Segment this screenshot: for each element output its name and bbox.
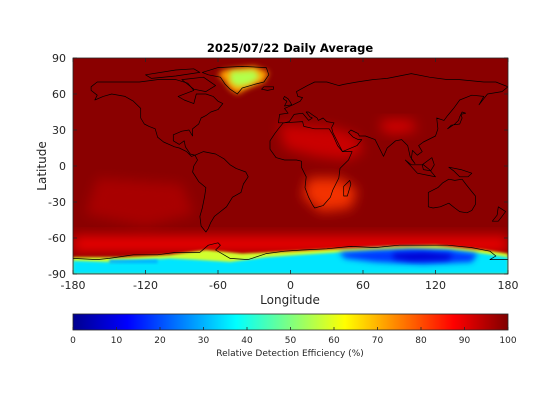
colorbar-tick-label: 70: [372, 336, 384, 346]
x-tick-label: 60: [356, 279, 370, 292]
y-tick-label: 60: [52, 88, 66, 101]
coastline-new-guinea: [448, 166, 473, 178]
x-axis-title: Longitude: [260, 293, 320, 307]
coastline-arctic-islands: [145, 68, 201, 79]
region-greenland: [230, 70, 261, 87]
coastline-borneo: [421, 157, 435, 172]
coastline-uk: [282, 96, 293, 107]
chart-title: 2025/07/22 Daily Average: [207, 41, 374, 55]
coastline-africa: [269, 121, 353, 209]
x-tick-label: -60: [209, 279, 227, 292]
colorbar-tick-label: 40: [241, 336, 253, 346]
colorbar-tick-label: 50: [285, 336, 297, 346]
coastline-antarctica: [73, 242, 508, 260]
x-tick-label: 180: [498, 279, 519, 292]
x-tick-label: 120: [425, 279, 446, 292]
coastlines: [73, 66, 508, 260]
region-east-antarctica-core: [393, 252, 454, 261]
colorbar-tick-label: 60: [328, 336, 340, 346]
y-tick-label: -60: [48, 232, 66, 245]
coastline-iceland: [261, 86, 274, 91]
x-axis: -180 -120 -60 0 60 120 180: [61, 58, 519, 292]
coastline-baffin: [181, 76, 216, 92]
coastline-madagascar: [343, 180, 352, 197]
colorbar-tick-label: 30: [198, 336, 210, 346]
x-tick-label: -180: [61, 279, 86, 292]
y-tick-label: 30: [52, 124, 66, 137]
colorbar-tick-label: 0: [70, 336, 76, 346]
colorbar-tick-label: 90: [459, 336, 471, 346]
x-tick-label: 0: [287, 279, 294, 292]
colorbar-ticks: 0 10 20 30 40 50 60 70 80 90 100: [70, 327, 517, 346]
y-tick-label: 90: [52, 52, 66, 65]
y-axis-title: Latitude: [35, 141, 49, 190]
coastline-australia: [427, 178, 476, 214]
y-tick-label: -30: [48, 196, 66, 209]
coastline-greenland: [201, 66, 270, 95]
coastline-japan: [447, 111, 467, 130]
colorbar-title: Relative Detection Efficiency (%): [216, 349, 364, 359]
heatmap-plot-area: [73, 58, 508, 274]
region-se-pacific: [85, 178, 194, 226]
heatmap-regions: [73, 66, 508, 274]
coastline-north-america: [90, 79, 224, 157]
coastline-indonesia: [404, 159, 436, 178]
y-axis: 90 60 30 0 -30 -60 -90: [48, 52, 508, 281]
coastline-new-zealand: [491, 206, 506, 222]
coastline-south-america: [192, 151, 249, 233]
x-tick-label: -120: [133, 279, 158, 292]
colorbar-tick-label: 20: [154, 336, 166, 346]
region-tibet: [381, 120, 418, 134]
y-tick-label: -90: [48, 268, 66, 281]
colorbar-tick-label: 80: [415, 336, 427, 346]
colorbar-tick-label: 100: [499, 336, 516, 346]
y-tick-label: 0: [59, 160, 66, 173]
colorbar-tick-label: 10: [111, 336, 123, 346]
region-ross-shelf: [109, 259, 158, 264]
coastline-eurasia: [278, 73, 508, 164]
colorbar: 0 10 20 30 40 50 60 70 80 90 100 Relative Detectio…: [70, 313, 517, 359]
